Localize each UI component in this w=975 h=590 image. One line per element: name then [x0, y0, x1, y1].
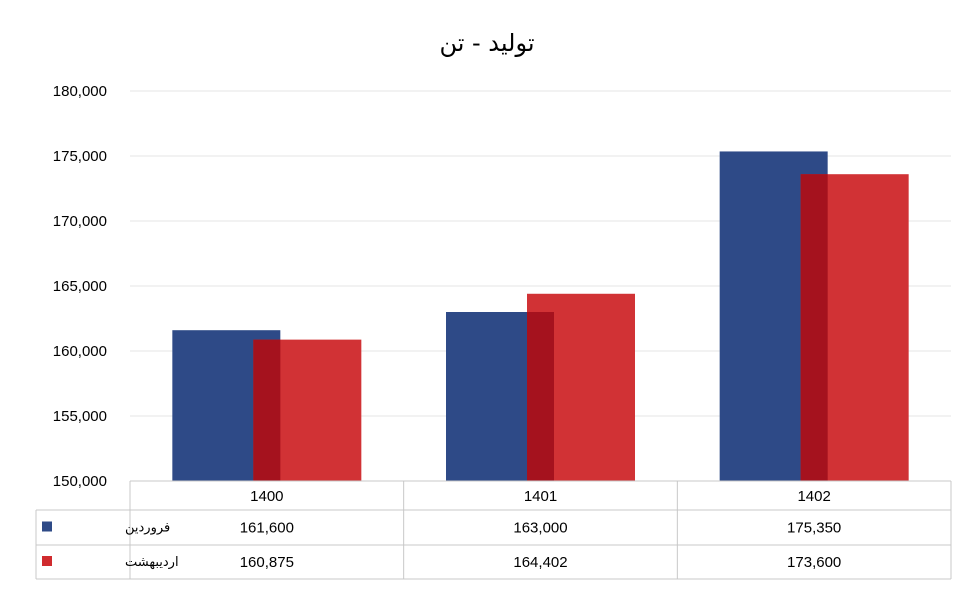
legend-label: فروردین	[125, 521, 170, 536]
x-tick-label: 1402	[797, 488, 830, 505]
y-tick-label: 175,000	[53, 148, 107, 165]
data-table: 1400 1401 1402 فروردین 161,600 163,000 175,350…	[35, 480, 952, 580]
bar-overlap	[800, 174, 828, 481]
legend-swatch	[42, 556, 52, 566]
data-label: 164,402	[513, 554, 567, 571]
x-tick-label: 1400	[250, 488, 283, 505]
data-label: 173,600	[787, 554, 841, 571]
legend-swatch	[42, 521, 52, 532]
bar-overlap	[527, 312, 554, 481]
y-tick-label: 155,000	[53, 408, 107, 425]
data-label: 161,600	[240, 520, 294, 537]
y-axis: 150,000 155,000 160,000 165,000 170,000 175,0…	[53, 83, 107, 490]
y-tick-label: 180,000	[53, 83, 107, 100]
y-tick-label: 150,000	[53, 473, 107, 490]
y-tick-label: 170,000	[53, 213, 107, 230]
data-label: 163,000	[513, 520, 567, 537]
data-label: 175,350	[787, 520, 841, 537]
legend-label: اردیبهشت	[125, 555, 179, 570]
data-label: 160,875	[240, 554, 294, 571]
x-tick-label: 1401	[524, 488, 557, 505]
y-tick-label: 165,000	[53, 278, 107, 295]
bar-overlap	[253, 339, 281, 481]
chart-title: تولید - تن	[439, 29, 534, 57]
y-tick-label: 160,000	[53, 343, 107, 360]
bars	[172, 151, 909, 481]
